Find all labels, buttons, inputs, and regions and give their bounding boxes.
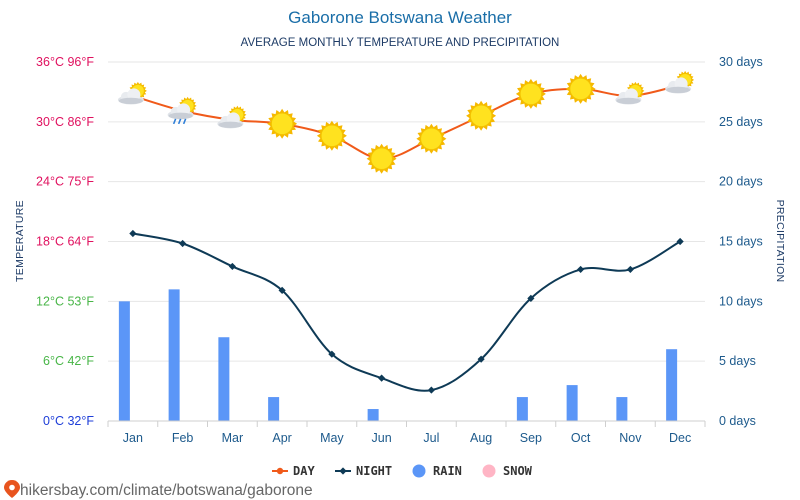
precipitation-tick-label: 0 days <box>719 414 756 428</box>
legend-item-rain: RAIN <box>412 464 462 478</box>
rain-bar <box>168 289 180 421</box>
month-label: Oct <box>571 431 591 445</box>
sun-icon <box>316 120 347 151</box>
circle-icon <box>482 464 496 478</box>
rain-bar <box>516 397 528 421</box>
temperature-tick-label: 24°C 75°F <box>36 175 94 189</box>
axes: 36°C 96°F 30°C 86°F 24°C 75°F 18°C 64°F 12°C… <box>36 55 763 445</box>
night-point <box>179 239 187 248</box>
temperature-tick-label: 0°C 32°F <box>43 414 94 428</box>
month-label: Dec <box>669 431 691 445</box>
night-point <box>477 355 485 363</box>
month-label: Jan <box>123 431 143 445</box>
precipitation-axis-title: PRECIPITATION <box>774 200 786 283</box>
month-label: Feb <box>172 431 194 445</box>
night-point <box>527 294 535 302</box>
night-point <box>676 237 684 246</box>
rain-bar <box>218 337 230 421</box>
sun-icon <box>565 73 596 104</box>
temperature-tick-label: 18°C 64°F <box>36 235 94 249</box>
legend-label: NIGHT <box>356 464 392 478</box>
rain-bar <box>666 349 678 421</box>
month-label: May <box>320 431 344 445</box>
legend: DAY NIGHT RAIN SNOW <box>272 464 533 478</box>
precipitation-tick-label: 30 days <box>719 55 763 69</box>
temperature-axis-title: TEMPERATURE <box>14 200 26 282</box>
precipitation-tick-label: 25 days <box>719 115 763 129</box>
sun-icon <box>466 100 497 131</box>
temperature-tick-label: 12°C 53°F <box>36 294 94 308</box>
temperature-lines <box>129 81 684 394</box>
rain-bar <box>616 397 628 421</box>
night-point <box>278 286 286 294</box>
night-point <box>427 386 435 394</box>
month-label: Aug <box>470 431 492 445</box>
footer-link[interactable]: hikersbay.com/climate/botswana/gaborone <box>20 482 313 499</box>
legend-item-snow: SNOW <box>482 464 533 478</box>
sun-cloud-icon <box>615 81 645 105</box>
chart-subtitle: AVERAGE MONTHLY TEMPERATURE AND PRECIPIT… <box>241 37 560 49</box>
precipitation-tick-label: 5 days <box>719 354 756 368</box>
month-label: Mar <box>222 431 244 445</box>
precipitation-tick-label: 20 days <box>719 175 763 189</box>
weather-icons <box>117 70 695 174</box>
rain-bar <box>566 385 578 421</box>
month-label: Nov <box>619 431 642 445</box>
legend-label: SNOW <box>503 464 533 478</box>
rain-bars <box>118 289 678 421</box>
night-point <box>378 374 386 382</box>
map-pin-icon <box>4 480 20 498</box>
circle-icon <box>412 464 426 478</box>
sun-cloud-rain-icon <box>167 96 197 125</box>
footer: hikersbay.com/climate/botswana/gaborone <box>4 480 313 499</box>
temperature-tick-label: 36°C 96°F <box>36 55 94 69</box>
sun-icon <box>267 108 298 139</box>
chart-title: Gaborone Botswana Weather <box>288 8 512 27</box>
legend-item-night: NIGHT <box>335 464 392 478</box>
sun-icon <box>366 143 397 174</box>
precipitation-tick-label: 15 days <box>719 235 763 249</box>
month-label: Jul <box>423 431 439 445</box>
sun-icon <box>515 78 546 109</box>
night-point <box>228 262 236 271</box>
sun-icon <box>416 123 447 154</box>
temperature-tick-label: 6°C 42°F <box>43 354 94 368</box>
legend-label: DAY <box>293 464 315 478</box>
rain-bar <box>118 301 130 421</box>
grid <box>108 61 705 422</box>
month-label: Sep <box>520 431 542 445</box>
night-line <box>132 232 681 392</box>
sun-cloud-icon <box>117 81 147 105</box>
month-label: Apr <box>272 431 291 445</box>
night-point <box>626 265 634 274</box>
month-label: Jun <box>372 431 392 445</box>
precipitation-tick-label: 10 days <box>719 294 763 308</box>
night-point <box>328 350 336 358</box>
legend-label: RAIN <box>433 464 462 478</box>
rain-bar <box>367 409 379 421</box>
temperature-tick-label: 30°C 86°F <box>36 115 94 129</box>
night-point <box>129 229 137 238</box>
rain-bar <box>268 397 280 421</box>
sun-cloud-icon <box>217 105 247 129</box>
night-point <box>577 265 585 274</box>
sun-cloud-icon <box>665 70 695 94</box>
legend-item-day: DAY <box>272 464 315 478</box>
